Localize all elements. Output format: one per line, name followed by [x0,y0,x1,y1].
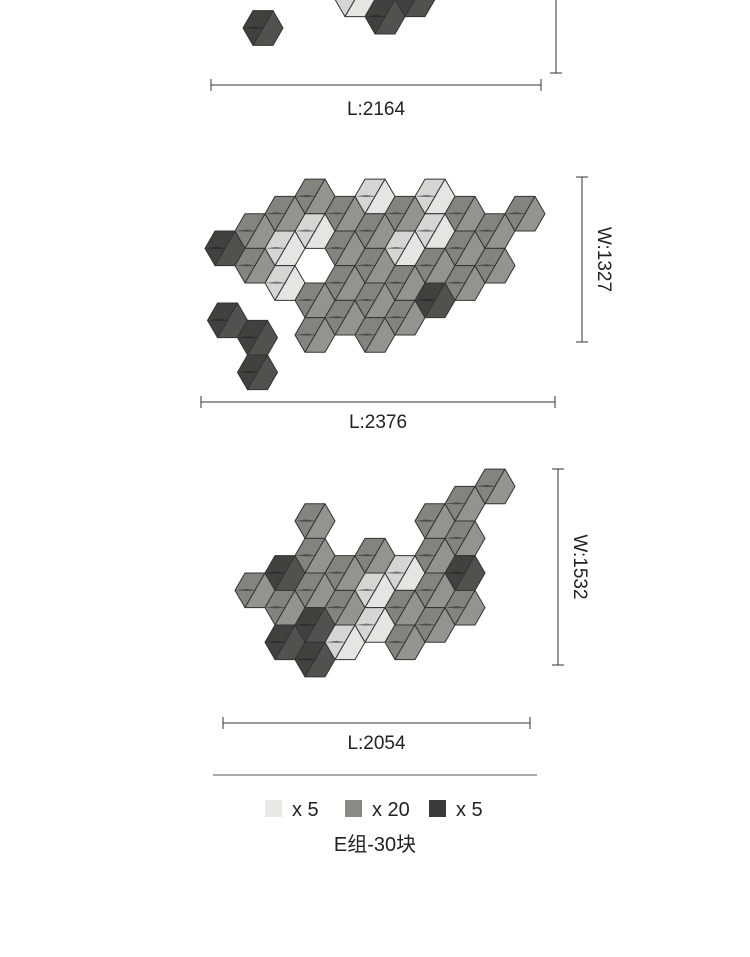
svg-text:E组-30块: E组-30块 [334,833,416,856]
svg-text:x 5: x 5 [456,799,483,821]
svg-text:x 5: x 5 [292,799,319,821]
svg-text:L:2054: L:2054 [347,733,406,754]
svg-text:L:2164: L:2164 [347,99,406,120]
svg-text:W:1532: W:1532 [569,534,590,599]
svg-text:L:2376: L:2376 [349,412,407,433]
svg-text:W:1327: W:1327 [593,227,614,292]
svg-text:x 20: x 20 [372,799,410,821]
